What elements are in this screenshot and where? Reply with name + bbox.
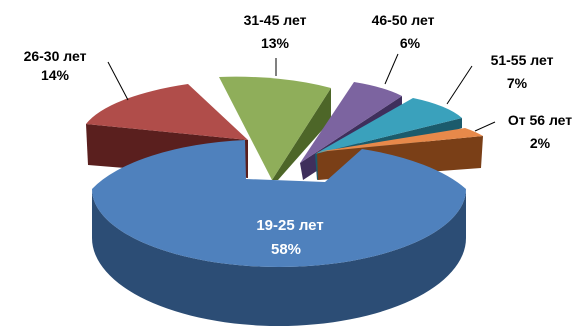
leader-26-30	[107, 61, 129, 101]
label-46-50: 46-50 лет	[372, 12, 435, 28]
leader-lines	[107, 53, 496, 132]
label-56: От 56 лет	[508, 112, 572, 128]
percent-56: 2%	[530, 135, 551, 151]
leader-56	[474, 121, 496, 132]
slice-26-30	[86, 84, 248, 140]
percent-51-55: 7%	[507, 75, 528, 91]
slice-51-55	[315, 98, 462, 154]
slice-56	[317, 128, 483, 152]
label-26-30: 26-30 лет	[24, 48, 87, 64]
percent-31-45: 13%	[261, 35, 290, 51]
leader-46-50	[384, 53, 399, 85]
label-19-25: 19-25 лет	[256, 217, 323, 234]
slice-tops	[86, 76, 483, 267]
percent-19-25: 58%	[271, 241, 301, 258]
label-31-45: 31-45 лет	[244, 12, 307, 28]
slice-labels: 26-30 лет 14% 31-45 лет 13% 46-50 лет 6%…	[24, 12, 573, 258]
slice-46-50	[300, 82, 402, 163]
leader-51-55	[446, 65, 473, 105]
slice-side-19-25	[92, 189, 466, 326]
slice-31-45	[219, 76, 331, 180]
slice-19-25	[92, 140, 466, 267]
percent-46-50: 6%	[400, 35, 421, 51]
label-51-55: 51-55 лет	[491, 52, 554, 68]
percent-26-30: 14%	[41, 67, 70, 83]
